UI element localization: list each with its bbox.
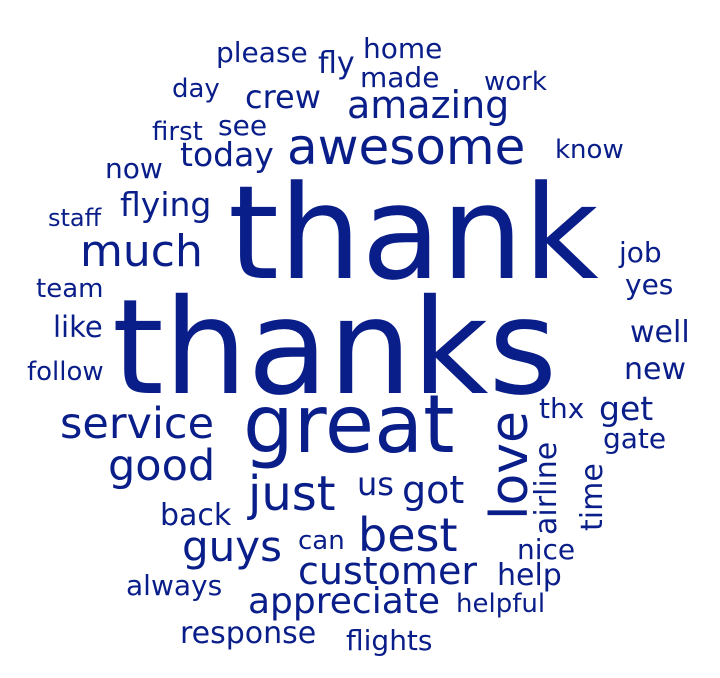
word-time: time (575, 463, 610, 531)
word-day: day (172, 74, 220, 104)
word-service: service (60, 399, 214, 449)
word-yes: yes (625, 268, 673, 301)
word-always: always (126, 569, 222, 602)
word-guys: guys (182, 522, 282, 571)
word-appreciate: appreciate (248, 581, 440, 622)
word-work: work (484, 67, 547, 97)
word-well: well (630, 315, 690, 350)
word-fly: fly (318, 46, 355, 81)
word-crew: crew (245, 78, 321, 116)
word-much: much (80, 226, 203, 277)
word-today: today (180, 135, 274, 174)
word-like: like (53, 310, 103, 344)
word-team: team (36, 274, 103, 304)
word-response: response (180, 616, 316, 651)
word-flights: flights (346, 624, 433, 657)
word-now: now (105, 152, 163, 185)
word-great: great (243, 378, 455, 471)
word-get: get (599, 389, 653, 428)
word-thx: thx (539, 392, 584, 425)
word-job: job (618, 236, 662, 269)
word-can: can (298, 526, 345, 556)
word-just: just (247, 466, 336, 522)
word-follow: follow (27, 357, 104, 387)
word-good: good (108, 441, 215, 491)
word-flying: flying (120, 185, 211, 224)
word-thank: thank (228, 157, 599, 309)
word-thanks: thanks (112, 271, 557, 425)
word-know: know (555, 135, 624, 165)
word-nice: nice (517, 533, 575, 566)
word-please: please (216, 36, 308, 69)
word-made: made (360, 61, 439, 94)
word-gate: gate (603, 422, 666, 455)
word-awesome: awesome (287, 118, 525, 176)
word-us: us (357, 465, 394, 503)
word-love: love (480, 411, 540, 520)
word-amazing: amazing (347, 83, 509, 127)
word-back: back (160, 498, 232, 533)
word-airline: airline (529, 442, 564, 535)
word-first: first (152, 117, 203, 147)
word-help: help (497, 558, 562, 593)
word-staff: staff (48, 204, 102, 232)
word-customer: customer (298, 549, 477, 593)
word-home: home (363, 32, 442, 65)
word-best: best (358, 508, 458, 562)
word-helpful: helpful (456, 589, 545, 619)
word-got: got (402, 468, 464, 512)
word-see: see (218, 109, 267, 142)
word-new: new (624, 352, 686, 387)
